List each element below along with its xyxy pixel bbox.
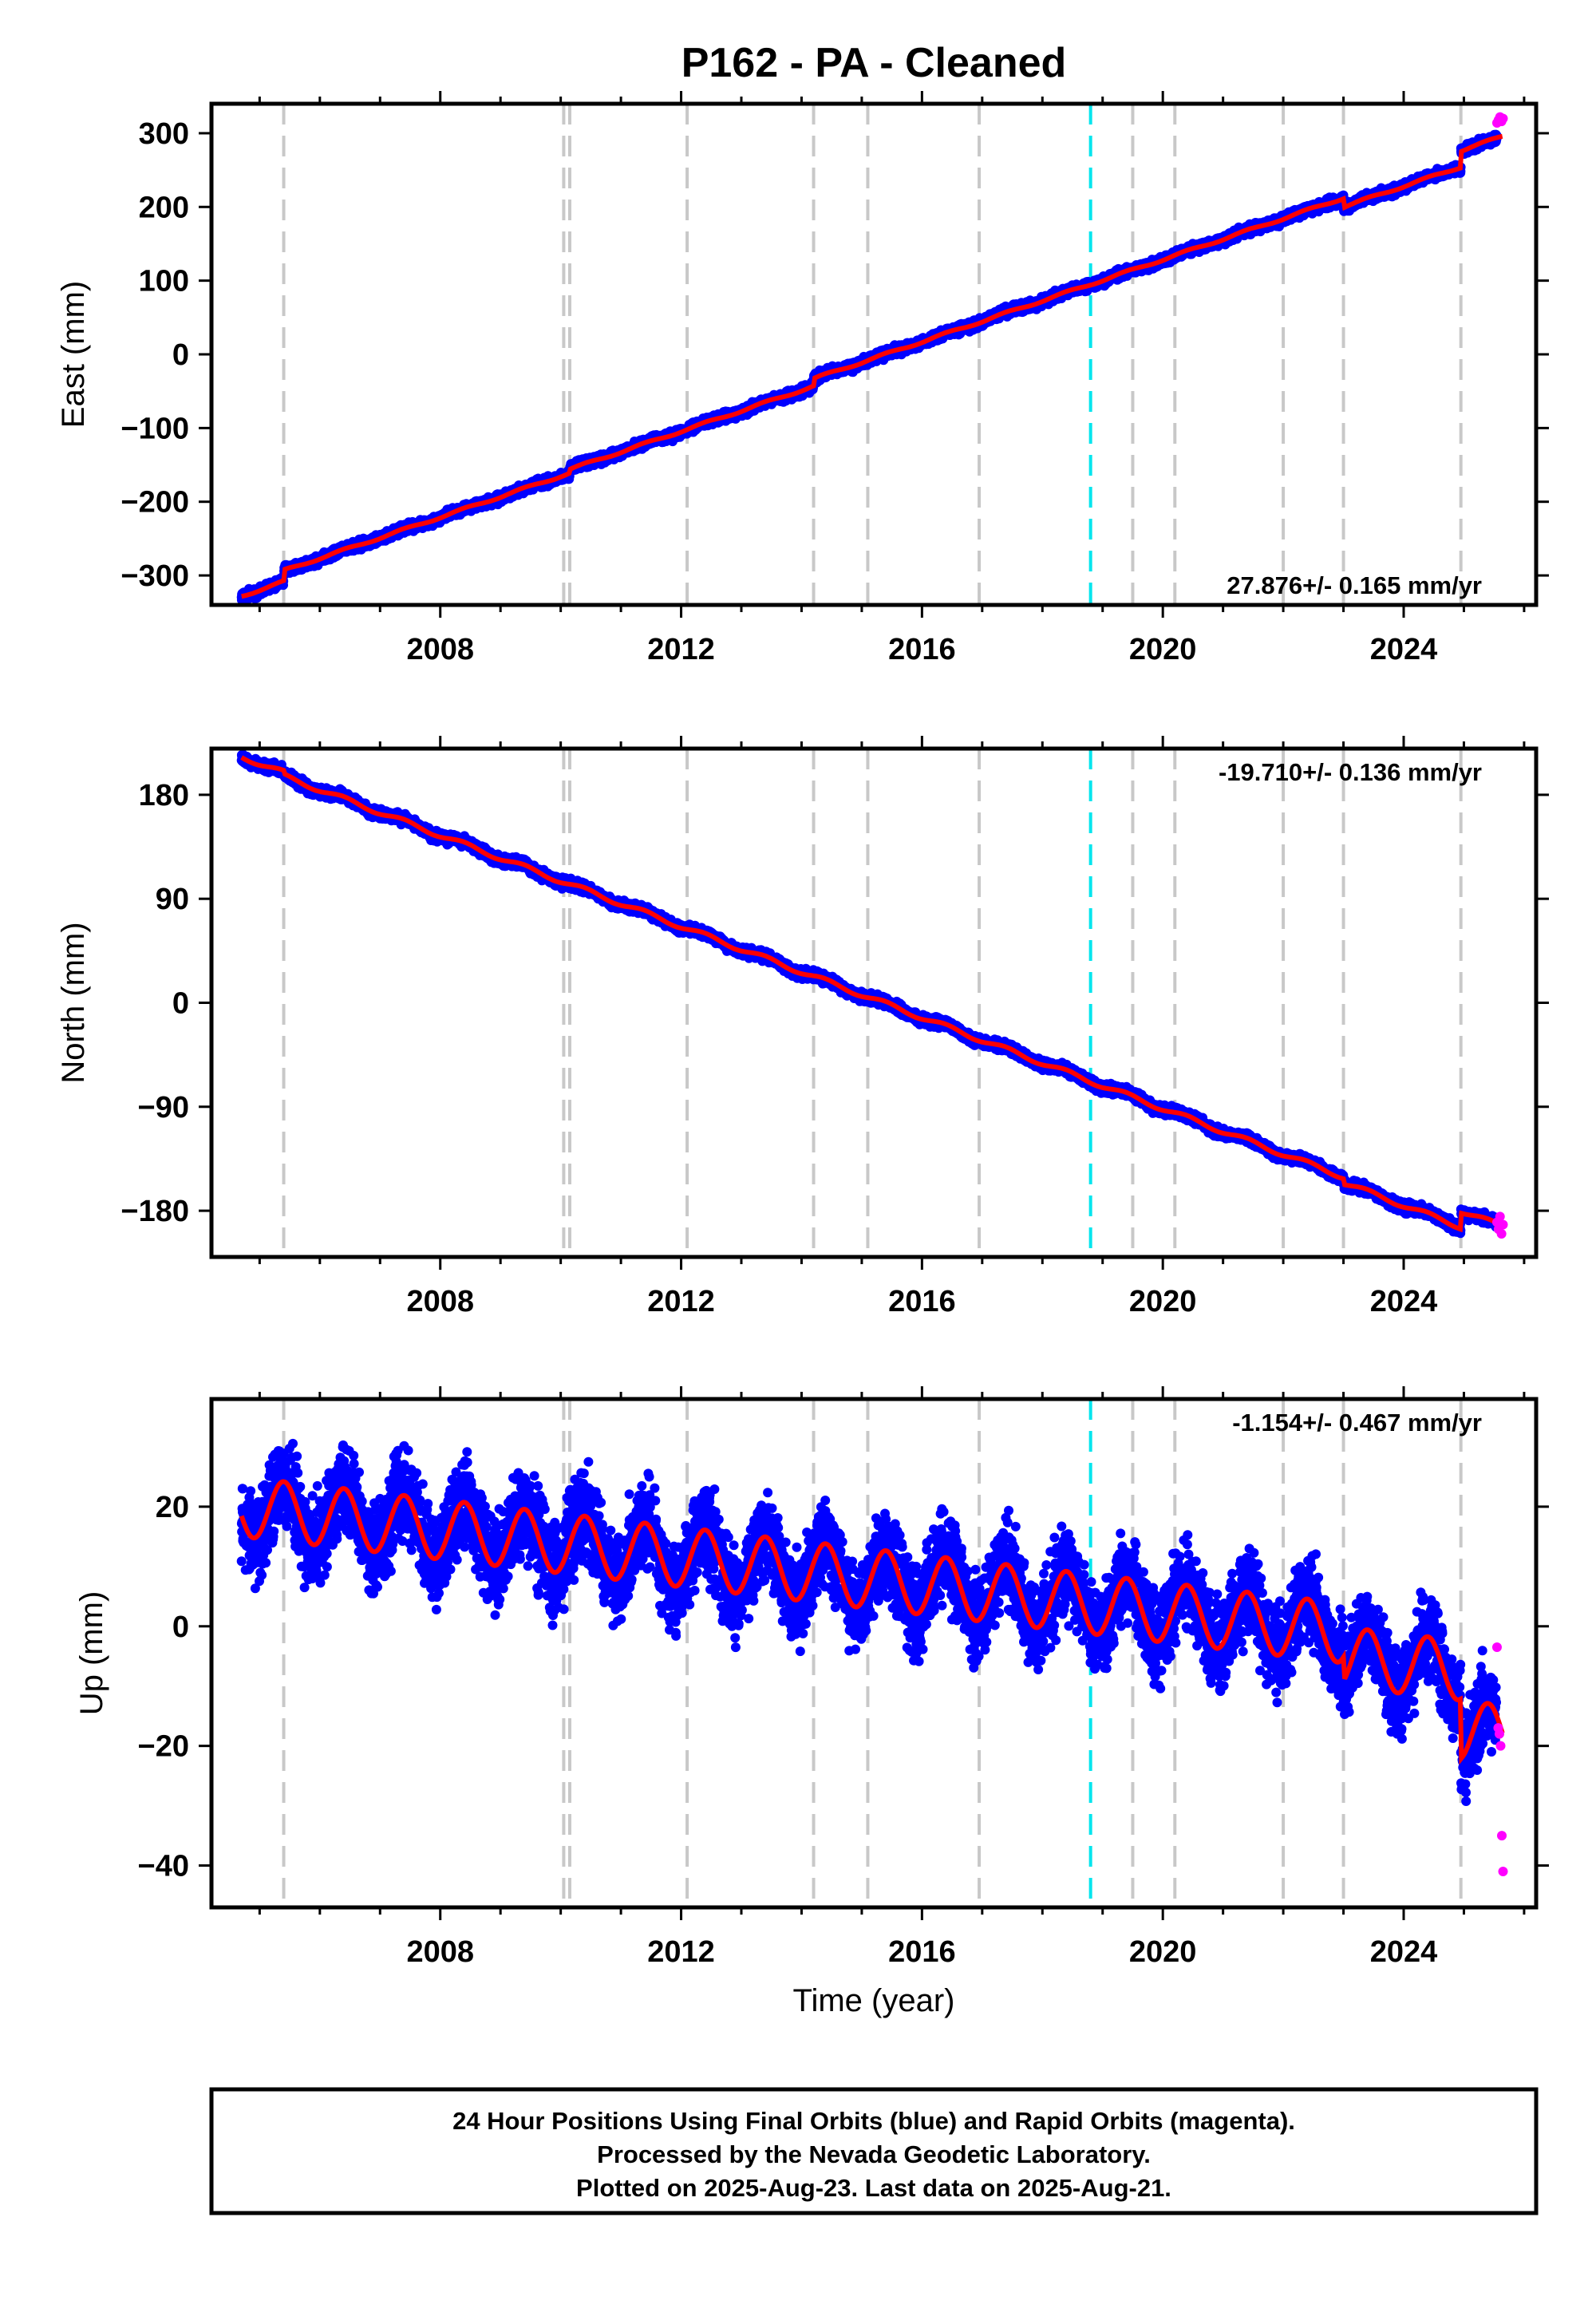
east-panel: 2008 2012 2016 2020 2024−300−200−10001002003… bbox=[56, 91, 1549, 666]
figure-title: P162 - PA - Cleaned bbox=[681, 40, 1067, 86]
